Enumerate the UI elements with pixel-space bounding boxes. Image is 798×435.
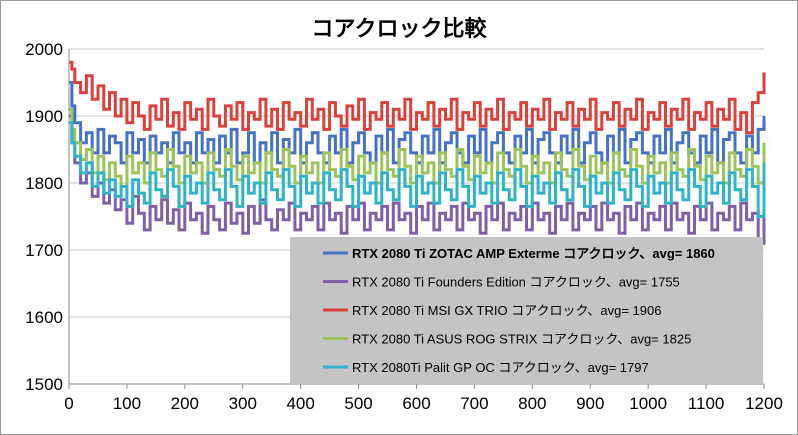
legend-label-2: RTX 2080 Ti MSI GX TRIO コアクロック、avg= 1906 <box>352 303 661 318</box>
x-tick-label: 800 <box>518 394 546 413</box>
y-tick-label: 1700 <box>25 241 63 260</box>
x-tick-label: 300 <box>229 394 257 413</box>
chart-title: コアクロック比較 <box>312 16 488 42</box>
x-tick-label: 600 <box>402 394 430 413</box>
legend: RTX 2080 Ti ZOTAC AMP Exterme コアクロック、avg… <box>290 237 763 383</box>
y-tick-label: 1800 <box>25 174 63 193</box>
y-tick-label: 2000 <box>25 40 63 59</box>
series-lines <box>69 60 766 245</box>
x-tick-label: 700 <box>460 394 488 413</box>
x-tick-label: 1000 <box>629 394 667 413</box>
y-tick-label: 1900 <box>25 107 63 126</box>
x-tick-label: 900 <box>576 394 604 413</box>
x-tick-label: 500 <box>344 394 372 413</box>
legend-label-0: RTX 2080 Ti ZOTAC AMP Exterme コアクロック、avg… <box>352 246 715 261</box>
y-tick-label: 1600 <box>25 308 63 327</box>
legend-label-1: RTX 2080 Ti Founders Edition コアクロック、avg=… <box>352 275 680 290</box>
series-line-4 <box>69 121 766 218</box>
series-line-2 <box>69 60 766 135</box>
legend-box <box>290 237 763 383</box>
x-tick-label: 1200 <box>745 394 783 413</box>
x-tick-label: 200 <box>171 394 199 413</box>
y-tick-label: 1500 <box>25 375 63 394</box>
x-tick-label: 100 <box>113 394 141 413</box>
axes: 1500 1600 1700 1800 1900 2000 0 100 200 300 400 500… <box>25 40 783 413</box>
x-tick-label: 400 <box>286 394 314 413</box>
x-tick-label: 0 <box>64 394 73 413</box>
legend-label-3: RTX 2080 Ti ASUS ROG STRIX コアクロック、avg= 1… <box>352 332 691 347</box>
series-line-1 <box>69 114 766 245</box>
legend-label-4: RTX 2080Ti Palit GP OC コアクロック、avg= 1797 <box>352 360 649 375</box>
x-tick-label: 1100 <box>688 394 725 413</box>
